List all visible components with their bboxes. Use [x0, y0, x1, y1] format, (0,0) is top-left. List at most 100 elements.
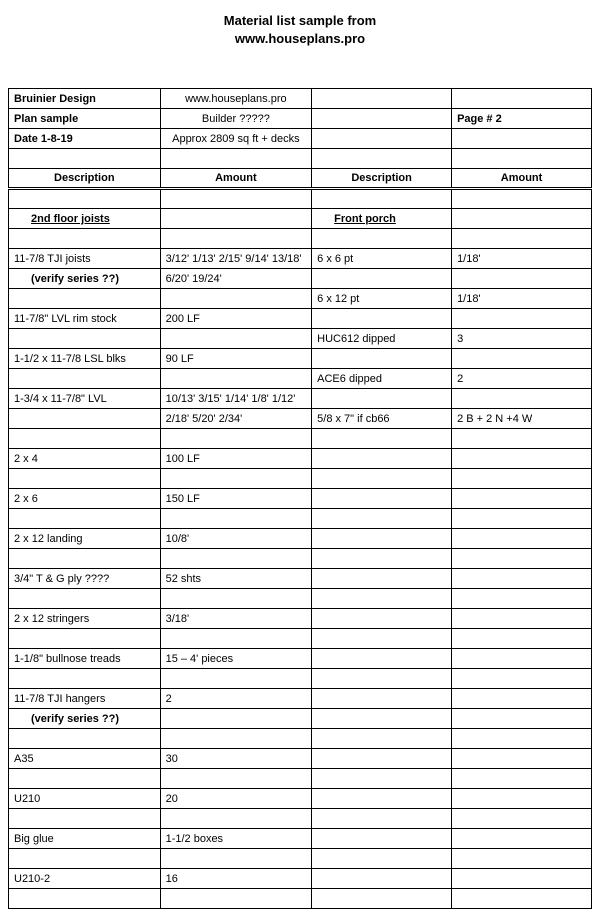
table-row	[9, 809, 592, 829]
cell-desc-right: 6 x 12 pt	[312, 289, 452, 309]
cell-amt-left: 3/18'	[160, 609, 312, 629]
cell-amt-right: 1/18'	[452, 249, 592, 269]
cell-amt-left: 20	[160, 789, 312, 809]
cell-desc-left	[9, 329, 161, 349]
cell-amt-left: 30	[160, 749, 312, 769]
cell-amt-left: 2	[160, 689, 312, 709]
cell-desc-left	[9, 729, 161, 749]
hdr-date: Date 1-8-19	[9, 129, 161, 149]
colhead-amt-1: Amount	[160, 169, 312, 189]
cell-desc-right	[312, 769, 452, 789]
cell-desc-right	[312, 809, 452, 829]
cell-desc-left: 2 x 12 landing	[9, 529, 161, 549]
divider-row	[9, 189, 592, 209]
table-row: 1-1/2 x 11-7/8 LSL blks90 LF	[9, 349, 592, 369]
cell-desc-left	[9, 589, 161, 609]
cell-amt-right	[452, 669, 592, 689]
hdr-website: www.houseplans.pro	[160, 89, 312, 109]
hdr-builder: Builder ?????	[160, 109, 312, 129]
cell-desc-right	[312, 789, 452, 809]
cell-amt-right: 1/18'	[452, 289, 592, 309]
cell-amt-left	[160, 429, 312, 449]
cell-amt-left: 16	[160, 869, 312, 889]
hdr-sqft: Approx 2809 sq ft + decks	[160, 129, 312, 149]
cell-desc-right: 6 x 6 pt	[312, 249, 452, 269]
cell-desc-right	[312, 609, 452, 629]
cell-desc-left: A35	[9, 749, 161, 769]
cell-desc-right	[312, 569, 452, 589]
cell-desc-right	[312, 649, 452, 669]
material-table: Bruinier Design www.houseplans.pro Plan …	[8, 88, 592, 909]
cell-amt-right: 2 B + 2 N +4 W	[452, 409, 592, 429]
cell-amt-right	[452, 749, 592, 769]
cell-amt-left: 10/13' 3/15' 1/14' 1/8' 1/12'	[160, 389, 312, 409]
cell-amt-right	[452, 649, 592, 669]
cell-desc-left: Big glue	[9, 829, 161, 849]
cell-amt-left	[160, 589, 312, 609]
table-row	[9, 729, 592, 749]
cell-desc-right	[312, 869, 452, 889]
cell-amt-left: 6/20' 19/24'	[160, 269, 312, 289]
cell-desc-left	[9, 849, 161, 869]
cell-amt-left	[160, 729, 312, 749]
header-row-1: Bruinier Design www.houseplans.pro	[9, 89, 592, 109]
cell-amt-right	[452, 569, 592, 589]
cell-amt-right	[452, 629, 592, 649]
cell-desc-left	[9, 809, 161, 829]
cell-desc-left: (verify series ??)	[9, 709, 161, 729]
cell-desc-left	[9, 289, 161, 309]
table-row: Big glue1-1/2 boxes	[9, 829, 592, 849]
cell-amt-left	[160, 809, 312, 829]
cell-desc-left: 2 x 12 stringers	[9, 609, 161, 629]
cell-desc-left	[9, 469, 161, 489]
cell-amt-right: 2	[452, 369, 592, 389]
table-row: 2 x 4100 LF	[9, 449, 592, 469]
cell-desc-left	[9, 629, 161, 649]
cell-desc-right	[312, 349, 452, 369]
table-row: HUC612 dipped3	[9, 329, 592, 349]
cell-desc-left	[9, 409, 161, 429]
cell-amt-right	[452, 609, 592, 629]
colhead-desc-1: Description	[9, 169, 161, 189]
cell-desc-left: 2 x 6	[9, 489, 161, 509]
table-row	[9, 429, 592, 449]
table-row	[9, 629, 592, 649]
section-right: Front porch	[312, 209, 452, 229]
cell-desc-right	[312, 709, 452, 729]
hdr-r3c3	[312, 129, 452, 149]
cell-amt-right	[452, 889, 592, 909]
cell-desc-left	[9, 429, 161, 449]
table-row: ACE6 dipped2	[9, 369, 592, 389]
cell-amt-right: 3	[452, 329, 592, 349]
cell-amt-right	[452, 469, 592, 489]
cell-amt-right	[452, 809, 592, 829]
cell-desc-left: 1-1/8" bullnose treads	[9, 649, 161, 669]
hdr-r1c4	[452, 89, 592, 109]
cell-amt-right	[452, 549, 592, 569]
table-row	[9, 889, 592, 909]
table-row: 6 x 12 pt1/18'	[9, 289, 592, 309]
table-row	[9, 509, 592, 529]
cell-desc-right	[312, 729, 452, 749]
table-row: 2 x 6150 LF	[9, 489, 592, 509]
table-row: U21020	[9, 789, 592, 809]
blank-row	[9, 229, 592, 249]
table-row: U210-216	[9, 869, 592, 889]
section-left: 2nd floor joists	[9, 209, 161, 229]
cell-amt-left	[160, 709, 312, 729]
cell-amt-right	[452, 449, 592, 469]
cell-amt-left	[160, 289, 312, 309]
cell-desc-left	[9, 549, 161, 569]
cell-amt-right	[452, 529, 592, 549]
cell-amt-left	[160, 629, 312, 649]
cell-desc-left: 1-3/4 x 11-7/8" LVL	[9, 389, 161, 409]
cell-amt-right	[452, 589, 592, 609]
colhead-desc-2: Description	[312, 169, 452, 189]
table-row: 11-7/8" LVL rim stock200 LF	[9, 309, 592, 329]
cell-amt-right	[452, 689, 592, 709]
table-row: (verify series ??)	[9, 709, 592, 729]
table-row	[9, 469, 592, 489]
cell-desc-left: 11-7/8 TJI joists	[9, 249, 161, 269]
cell-amt-right	[452, 309, 592, 329]
cell-amt-left: 2/18' 5/20' 2/34'	[160, 409, 312, 429]
